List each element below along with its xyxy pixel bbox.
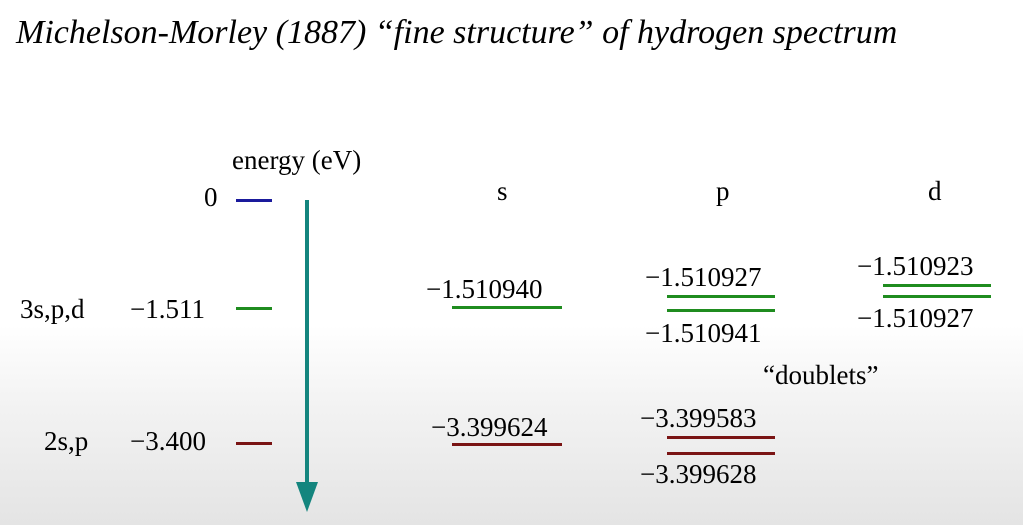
level-2-value: −3.400 bbox=[130, 426, 206, 456]
p-n3-lower-value: −1.510941 bbox=[645, 318, 762, 348]
energy-axis-label: energy (eV) bbox=[232, 145, 362, 175]
p-n3-upper-line bbox=[667, 295, 775, 298]
p-n2-lower-value: −3.399628 bbox=[640, 459, 757, 489]
level-zero-value: 0 bbox=[204, 182, 218, 212]
p-n2-upper-value: −3.399583 bbox=[640, 403, 757, 433]
slide-title: Michelson-Morley (1887) “fine structure”… bbox=[16, 14, 898, 51]
column-header-s: s bbox=[497, 176, 508, 206]
level-3-value: −1.511 bbox=[130, 294, 205, 324]
level-zero-line bbox=[236, 199, 272, 202]
p-n2-lower-line bbox=[667, 452, 775, 455]
d-n3-lower-value: −1.510927 bbox=[857, 303, 974, 333]
d-n3-upper-line bbox=[883, 284, 991, 287]
level-2-name: 2s,p bbox=[44, 426, 89, 456]
s-n2-line bbox=[452, 443, 562, 446]
energy-arrow-shaft bbox=[305, 200, 309, 484]
s-n3-line bbox=[452, 306, 562, 309]
s-n2-value: −3.399624 bbox=[431, 412, 548, 442]
doublets-label: “doublets” bbox=[763, 360, 879, 390]
column-header-d: d bbox=[928, 176, 942, 206]
p-n2-upper-line bbox=[667, 436, 775, 439]
column-header-p: p bbox=[716, 176, 730, 206]
p-n3-upper-value: −1.510927 bbox=[645, 262, 762, 292]
level-2-line bbox=[236, 442, 272, 445]
level-3-line bbox=[236, 307, 272, 310]
s-n3-value: −1.510940 bbox=[426, 274, 543, 304]
d-n3-lower-line bbox=[883, 295, 991, 298]
p-n3-lower-line bbox=[667, 309, 775, 312]
energy-arrow-head bbox=[296, 482, 318, 512]
d-n3-upper-value: −1.510923 bbox=[857, 251, 974, 281]
level-3-name: 3s,p,d bbox=[20, 294, 85, 324]
